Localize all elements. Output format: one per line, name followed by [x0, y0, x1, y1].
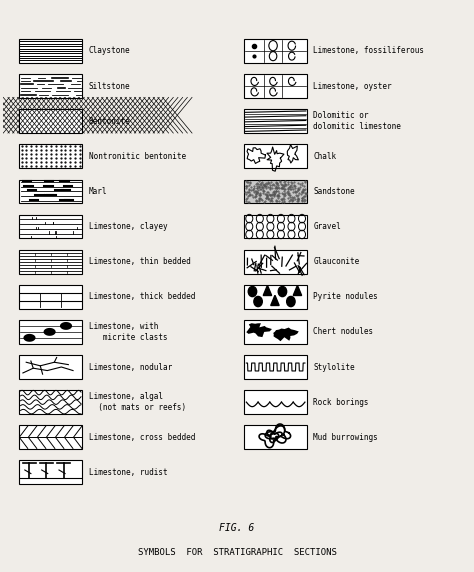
- Text: Sandstone: Sandstone: [313, 187, 355, 196]
- Bar: [19, 285, 82, 309]
- Text: Gravel: Gravel: [313, 222, 341, 231]
- Bar: [244, 144, 307, 168]
- Polygon shape: [44, 328, 56, 336]
- Text: Claystone: Claystone: [89, 46, 130, 55]
- Circle shape: [254, 296, 262, 307]
- Bar: [19, 355, 82, 379]
- Polygon shape: [293, 285, 301, 296]
- Text: Limestone, thin bedded: Limestone, thin bedded: [89, 257, 190, 266]
- Bar: [19, 390, 82, 414]
- Bar: [19, 320, 82, 344]
- Bar: [244, 74, 307, 98]
- Polygon shape: [60, 322, 72, 330]
- Text: SYMBOLS  FOR  STRATIGRAPHIC  SECTIONS: SYMBOLS FOR STRATIGRAPHIC SECTIONS: [137, 548, 337, 557]
- Bar: [19, 39, 82, 63]
- Polygon shape: [271, 295, 279, 305]
- Text: Limestone, nodular: Limestone, nodular: [89, 363, 172, 371]
- Polygon shape: [273, 328, 299, 341]
- Text: Chert nodules: Chert nodules: [313, 327, 374, 336]
- Bar: [19, 180, 82, 203]
- Polygon shape: [246, 323, 272, 337]
- Bar: [244, 426, 307, 449]
- Bar: [19, 250, 82, 273]
- Text: Pyrite nodules: Pyrite nodules: [313, 292, 378, 301]
- Bar: [19, 426, 82, 449]
- Text: Rock borings: Rock borings: [313, 398, 369, 407]
- Text: Marl: Marl: [89, 187, 107, 196]
- Circle shape: [248, 287, 257, 297]
- Text: Limestone, rudist: Limestone, rudist: [89, 468, 167, 477]
- Circle shape: [278, 287, 287, 297]
- Bar: [19, 144, 82, 168]
- Text: Limestone, oyster: Limestone, oyster: [313, 82, 392, 90]
- Bar: [244, 39, 307, 63]
- Bar: [244, 180, 307, 203]
- Bar: [244, 390, 307, 414]
- Bar: [244, 320, 307, 344]
- Polygon shape: [23, 334, 36, 342]
- Text: Mud burrowings: Mud burrowings: [313, 433, 378, 442]
- Text: Glauconite: Glauconite: [313, 257, 360, 266]
- Bar: [244, 214, 307, 239]
- Text: Limestone, algal
  (not mats or reefs): Limestone, algal (not mats or reefs): [89, 392, 186, 412]
- Text: Chalk: Chalk: [313, 152, 337, 161]
- Text: Dolomitic or
dolomitic limestone: Dolomitic or dolomitic limestone: [313, 112, 401, 131]
- Text: Bentonite: Bentonite: [89, 117, 130, 126]
- Text: Nontronitic bentonite: Nontronitic bentonite: [89, 152, 186, 161]
- Bar: [244, 250, 307, 273]
- Bar: [19, 460, 82, 484]
- Circle shape: [287, 296, 295, 307]
- Polygon shape: [263, 285, 272, 296]
- Text: Limestone, fossiliferous: Limestone, fossiliferous: [313, 46, 424, 55]
- Bar: [244, 355, 307, 379]
- Text: Siltstone: Siltstone: [89, 82, 130, 90]
- Text: Limestone, thick bedded: Limestone, thick bedded: [89, 292, 195, 301]
- Bar: [19, 74, 82, 98]
- Text: Limestone, clayey: Limestone, clayey: [89, 222, 167, 231]
- Text: Limestone, with
   micrite clasts: Limestone, with micrite clasts: [89, 322, 167, 341]
- Text: FIG. 6: FIG. 6: [219, 523, 255, 534]
- Bar: [244, 285, 307, 309]
- Text: Limestone, cross bedded: Limestone, cross bedded: [89, 433, 195, 442]
- Text: Stylolite: Stylolite: [313, 363, 355, 371]
- Bar: [19, 109, 82, 133]
- Bar: [19, 214, 82, 239]
- Bar: [244, 109, 307, 133]
